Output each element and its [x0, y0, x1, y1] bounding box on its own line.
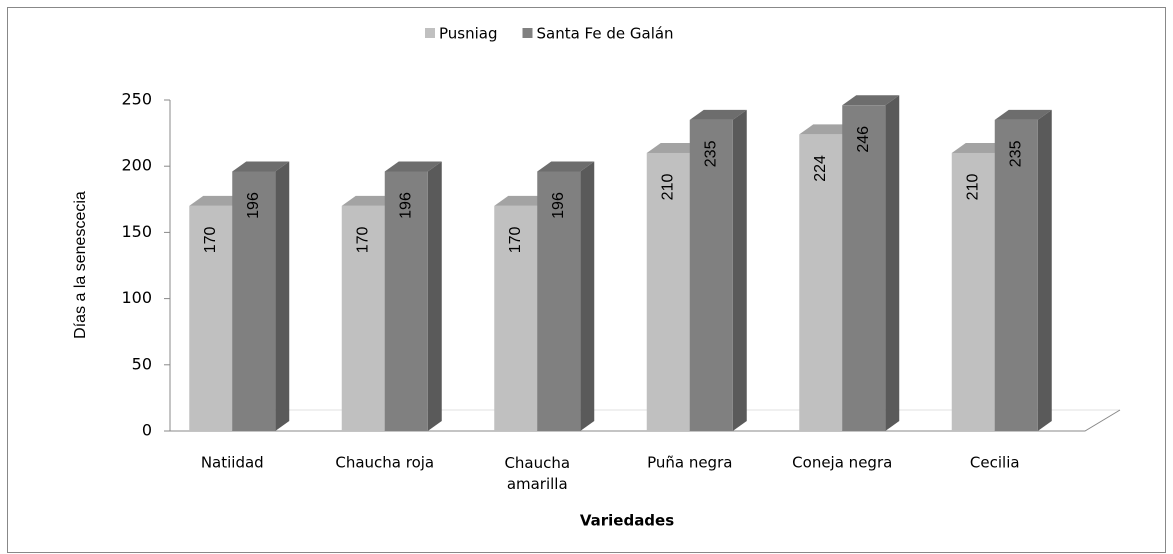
y-tick-label: 0: [142, 421, 152, 440]
legend-label: Santa Fe de Galán: [537, 25, 674, 43]
bar: [799, 134, 843, 431]
bar-top: [646, 142, 704, 153]
x-tick-label: Natiidad: [201, 454, 264, 472]
bar: [689, 119, 733, 432]
bar: [341, 205, 385, 431]
bar-top: [689, 109, 747, 120]
bar-side: [275, 161, 290, 431]
bar: [951, 152, 995, 431]
bar-top: [994, 109, 1052, 120]
y-tick-label: 250: [121, 90, 152, 109]
data-label: 170: [202, 226, 219, 253]
bar: [232, 171, 276, 431]
bar: [842, 105, 886, 432]
floor: [170, 409, 1121, 432]
x-tick-label: Chaucha roja: [335, 454, 434, 472]
bar: [189, 205, 233, 431]
data-label: 196: [397, 192, 414, 219]
bar-top: [951, 142, 1009, 153]
bar-side: [580, 161, 595, 431]
bar: [537, 171, 581, 431]
y-axis-label: Días a la senescecia: [72, 191, 89, 339]
y-tick-label: 100: [121, 288, 152, 307]
bar-side: [427, 161, 442, 431]
bar-top: [799, 124, 857, 135]
x-tick-label: Coneja negra: [792, 454, 892, 472]
bar-top: [189, 195, 247, 206]
legend-swatch: [425, 28, 435, 38]
legend-swatch: [522, 28, 533, 38]
bar-side: [885, 95, 900, 432]
bar-top: [232, 161, 290, 172]
bar-top: [494, 195, 552, 206]
bar: [384, 171, 428, 431]
data-label: 224: [812, 155, 829, 182]
bar: [994, 119, 1038, 432]
data-label: 246: [855, 126, 872, 153]
x-tick-label: Puña negra: [647, 454, 732, 472]
legend-label: Pusniag: [439, 25, 498, 43]
x-tick-label: Chaucha amarilla: [504, 454, 570, 493]
data-label: 170: [507, 226, 524, 253]
bar-side: [732, 109, 747, 432]
bar-top: [384, 161, 442, 172]
data-label: 170: [354, 226, 371, 253]
data-label: 196: [550, 192, 567, 219]
bar-side: [1037, 109, 1052, 432]
bar-top: [341, 195, 399, 206]
x-axis-label: Variedades: [580, 512, 674, 530]
data-label: 196: [245, 192, 262, 219]
data-label: 235: [702, 140, 719, 167]
y-tick-label: 150: [121, 222, 152, 241]
bar: [646, 152, 690, 431]
data-label: 210: [659, 174, 676, 201]
bar-top: [537, 161, 595, 172]
data-label: 235: [1007, 140, 1024, 167]
y-tick-label: 50: [132, 354, 152, 373]
data-label: 210: [964, 174, 981, 201]
x-tick-label: Cecilia: [970, 454, 1020, 472]
bar-top: [842, 95, 900, 106]
bar: [494, 205, 538, 431]
y-tick-label: 200: [121, 156, 152, 175]
